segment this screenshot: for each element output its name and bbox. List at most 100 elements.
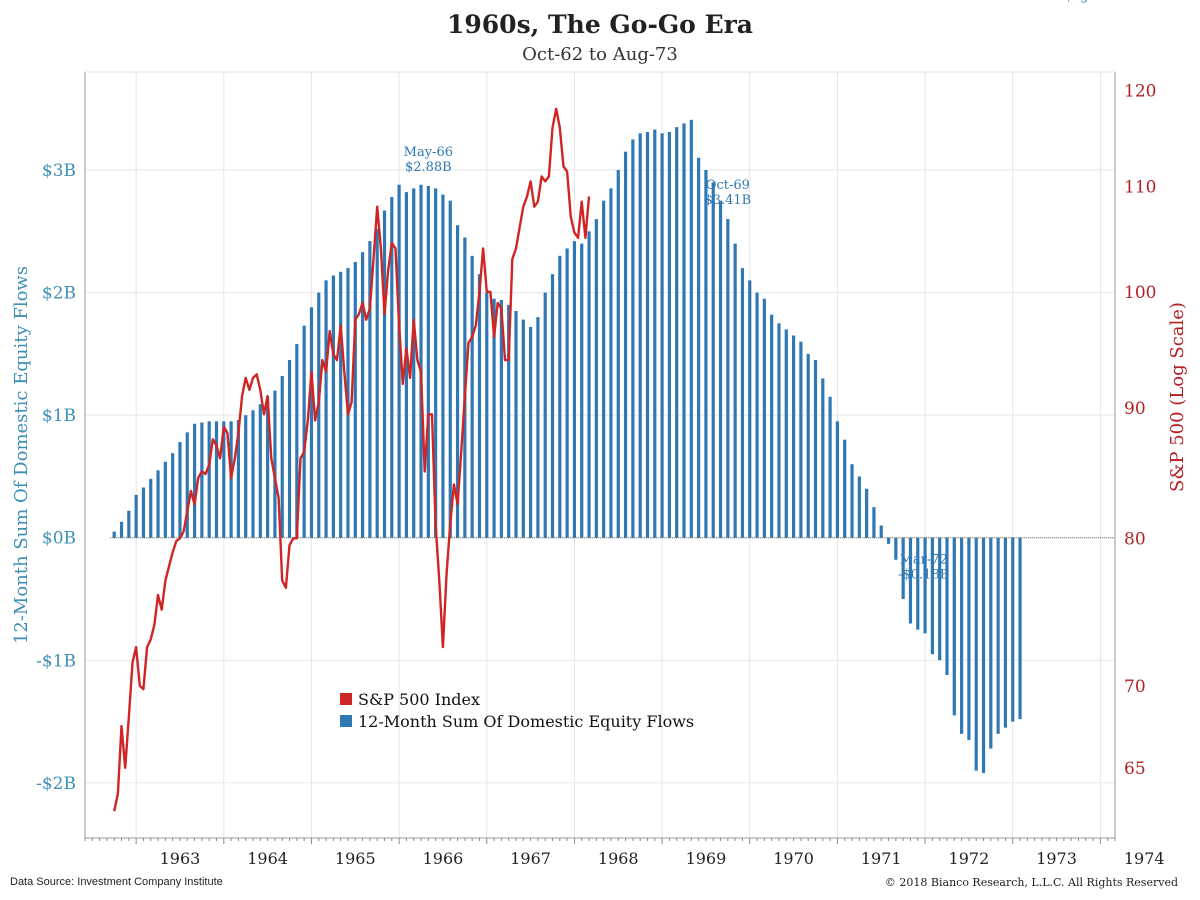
flow-bar bbox=[645, 132, 650, 538]
flow-bar bbox=[675, 127, 679, 538]
flow-bar bbox=[835, 421, 840, 538]
flow-bar bbox=[178, 442, 182, 538]
annotation-date: Mar-72 bbox=[900, 553, 948, 568]
flow-bar bbox=[273, 390, 277, 538]
right-axis-title: S&P 500 (Log Scale) bbox=[1167, 302, 1188, 492]
flow-bar bbox=[171, 453, 175, 538]
flow-bar bbox=[390, 197, 394, 538]
flow-bar bbox=[236, 420, 241, 538]
legend: S&P 500 Index 12-Month Sum Of Domestic E… bbox=[340, 688, 694, 732]
flow-bar bbox=[974, 537, 978, 771]
flow-bar bbox=[959, 537, 964, 734]
flow-bar bbox=[886, 537, 891, 544]
flow-bar bbox=[930, 537, 934, 655]
flow-bar bbox=[813, 360, 818, 538]
flow-bar bbox=[360, 252, 365, 538]
chart-subtitle: Oct-62 to Aug-73 bbox=[522, 44, 678, 65]
right-tick-label: 80 bbox=[1124, 529, 1146, 549]
sp500-line bbox=[113, 107, 591, 812]
flow-bar bbox=[879, 525, 883, 538]
flow-bar bbox=[295, 344, 299, 538]
flow-bar bbox=[996, 537, 1000, 734]
flow-bar bbox=[324, 280, 328, 538]
flow-bar bbox=[711, 182, 715, 538]
flow-bar bbox=[382, 210, 387, 538]
flow-bar bbox=[339, 271, 343, 538]
flow-bar bbox=[353, 261, 357, 538]
right-tick-label: 70 bbox=[1124, 677, 1146, 697]
annotation-value: -$0.18B bbox=[898, 568, 949, 583]
flow-bar bbox=[697, 157, 701, 538]
flow-bar bbox=[784, 329, 788, 538]
x-tick-label: 1964 bbox=[247, 849, 288, 868]
chart-title: 1960s, The Go-Go Era bbox=[446, 10, 753, 39]
flow-bar bbox=[587, 231, 591, 538]
flow-bar bbox=[602, 200, 606, 538]
flow-bar bbox=[850, 464, 854, 538]
left-tick-label: $1B bbox=[42, 406, 76, 426]
left-tick-label: -$1B bbox=[36, 651, 76, 671]
flow-bar bbox=[1011, 537, 1015, 722]
flow-bar bbox=[455, 225, 460, 538]
flow-bar bbox=[499, 299, 503, 538]
x-tick-label: 1968 bbox=[598, 849, 639, 868]
flow-bar bbox=[302, 325, 306, 538]
flow-bar bbox=[594, 219, 598, 538]
flow-bar bbox=[806, 353, 810, 538]
flow-bar bbox=[156, 470, 160, 538]
flow-bar bbox=[580, 243, 584, 538]
x-tick-label: 1972 bbox=[949, 849, 990, 868]
flow-bar bbox=[777, 323, 781, 538]
left-tick-label: $3B bbox=[42, 161, 76, 181]
flow-bar bbox=[704, 170, 708, 538]
flow-bar bbox=[536, 317, 540, 538]
flow-bar bbox=[507, 304, 511, 538]
flow-bar bbox=[572, 241, 577, 538]
flow-bar bbox=[492, 298, 496, 538]
right-tick-label: 120 bbox=[1124, 81, 1156, 101]
right-tick-label: 110 bbox=[1124, 177, 1156, 197]
flow-bar bbox=[923, 537, 927, 634]
flow-bar bbox=[821, 378, 825, 538]
flow-bar bbox=[682, 123, 686, 538]
flow-bar bbox=[141, 487, 146, 538]
flow-bar bbox=[908, 537, 913, 624]
flow-bar bbox=[981, 537, 986, 774]
flow-bar bbox=[945, 537, 949, 675]
flow-bar bbox=[843, 439, 847, 538]
flow-bar bbox=[375, 228, 379, 538]
legend-label-flows: 12-Month Sum Of Domestic Equity Flows bbox=[358, 711, 695, 731]
annotation-date: May-66 bbox=[404, 145, 453, 160]
flow-bar bbox=[609, 188, 613, 538]
flow-bar bbox=[404, 192, 409, 538]
right-tick-label: 65 bbox=[1124, 759, 1146, 779]
flow-bar bbox=[638, 133, 642, 538]
flow-bar bbox=[857, 476, 861, 538]
flow-bar bbox=[521, 319, 525, 538]
flow-bar bbox=[770, 314, 774, 538]
legend-item-flows: 12-Month Sum Of Domestic Equity Flows bbox=[340, 710, 694, 732]
x-tick-label: 1970 bbox=[773, 849, 814, 868]
x-tick-label: 1967 bbox=[510, 849, 551, 868]
x-tick-label: 1973 bbox=[1036, 849, 1077, 868]
annotation-value: $2.88B bbox=[405, 160, 452, 175]
annotation-date: Aug-73 bbox=[1061, 0, 1109, 4]
flow-bar bbox=[514, 310, 518, 538]
flow-bar bbox=[828, 396, 832, 538]
flow-bar bbox=[434, 188, 438, 538]
flow-bar bbox=[185, 432, 189, 538]
flow-bar bbox=[791, 335, 796, 538]
flow-bar bbox=[799, 341, 803, 538]
flow-bar bbox=[952, 537, 956, 716]
flow-bar bbox=[477, 274, 482, 538]
flow-bar bbox=[901, 537, 905, 600]
legend-label-sp500: S&P 500 Index bbox=[358, 689, 481, 709]
flow-bar bbox=[287, 360, 292, 538]
flow-bar bbox=[441, 194, 445, 538]
flow-bar bbox=[419, 184, 423, 538]
right-tick-label: 100 bbox=[1124, 283, 1156, 303]
flow-bar bbox=[134, 494, 138, 538]
flow-bars bbox=[112, 119, 1022, 774]
annotation-date: Oct-69 bbox=[706, 178, 750, 193]
